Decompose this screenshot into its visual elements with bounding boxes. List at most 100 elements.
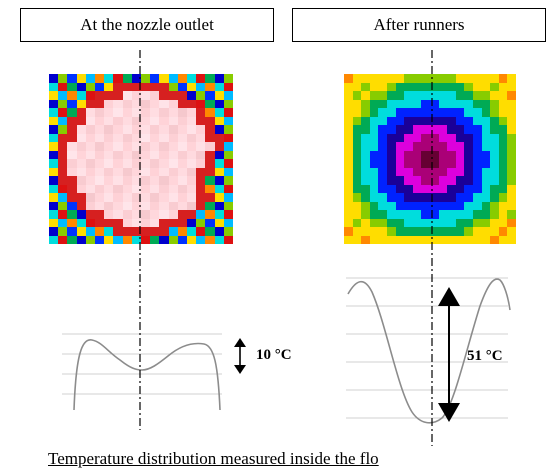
heatmap-cell [455, 99, 465, 108]
heatmap-cell [352, 227, 362, 236]
heatmap-cell [113, 116, 123, 125]
heatmap-cell [49, 184, 59, 193]
heatmap-cell [205, 184, 215, 193]
heatmap-cell [498, 218, 508, 227]
heatmap-cell [378, 218, 387, 227]
heatmap-cell [113, 159, 123, 168]
heatmap-cell [498, 150, 508, 159]
heatmap-cell [159, 193, 169, 202]
heatmap-cell [395, 227, 405, 236]
heatmap-cell [369, 116, 379, 125]
heatmap-cell [196, 159, 206, 168]
heatmap-cell [104, 82, 114, 91]
heatmap-cell [49, 82, 59, 91]
heatmap-cell [412, 142, 422, 151]
heatmap-cell [498, 99, 508, 108]
heatmap-cell [395, 133, 405, 142]
heatmap-cell [438, 108, 448, 117]
heatmap-cell [140, 227, 151, 236]
heatmap-cell [67, 108, 77, 117]
heatmap-cell [490, 133, 499, 142]
heatmap-cell [49, 201, 59, 210]
heatmap-cell [113, 108, 123, 117]
heatmap-cell [369, 176, 379, 185]
heatmap-cell [404, 108, 413, 117]
heatmap-cell [186, 201, 197, 210]
heatmap-cell [455, 235, 465, 244]
heatmap-cell [421, 74, 430, 83]
heatmap-cell [177, 167, 187, 176]
heatmap-cell [94, 218, 105, 227]
heatmap-cell [196, 82, 206, 91]
heatmap-cell [447, 125, 456, 134]
heatmap-cell [430, 125, 439, 134]
heatmap-cell [369, 74, 379, 83]
heatmap-cell [438, 142, 448, 151]
heatmap-cell [412, 125, 422, 134]
heatmap-cell [196, 235, 206, 244]
heatmap-cell [186, 99, 197, 108]
heatmap-cell [223, 142, 233, 151]
heatmap-cell [94, 193, 105, 202]
heatmap-cell [369, 227, 379, 236]
heatmap-cell [464, 108, 473, 117]
heatmap-cell [507, 133, 516, 142]
heatmap-cell [131, 91, 141, 100]
heatmap-cell [58, 125, 68, 134]
heatmap-cell [205, 167, 215, 176]
heatmap-cell [490, 159, 499, 168]
heatmap-cell [455, 201, 465, 210]
heatmap-cell [361, 201, 370, 210]
heatmap-cell [131, 74, 141, 83]
heatmap-cell [498, 133, 508, 142]
heatmap-cell [104, 167, 114, 176]
heatmap-cell [421, 210, 430, 219]
heatmap-cell [473, 159, 482, 168]
heatmap-cell [369, 193, 379, 202]
heatmap-cell [186, 235, 197, 244]
heatmap-cell [352, 150, 362, 159]
heatmap-cell [58, 133, 68, 142]
heatmap-cell [223, 218, 233, 227]
heatmap-cell [122, 142, 132, 151]
heatmap-cell [387, 82, 396, 91]
heatmap-cell [464, 184, 473, 193]
heatmap-cell [196, 193, 206, 202]
heatmap-cell [196, 142, 206, 151]
heatmap-cell [49, 142, 59, 151]
heatmap-cell [378, 227, 387, 236]
heatmap-cell [113, 235, 123, 244]
heatmap-cell [76, 235, 86, 244]
heatmap-cell [94, 235, 105, 244]
heatmap-cell [369, 159, 379, 168]
heatmap-cell [507, 193, 516, 202]
heatmap-cell [223, 235, 233, 244]
heatmap-cell [464, 74, 473, 83]
heatmap-cell [58, 193, 68, 202]
heatmap-cell [85, 133, 95, 142]
heatmap-cell [352, 201, 362, 210]
heatmap-cell [412, 235, 422, 244]
heatmap-cell [473, 133, 482, 142]
heatmap-cell [177, 74, 187, 83]
heatmap-cell [140, 235, 151, 244]
heatmap-cell [421, 99, 430, 108]
heatmap-cell [196, 108, 206, 117]
heatmap-cell [113, 210, 123, 219]
heatmap-cell [369, 99, 379, 108]
heatmap-cell [85, 74, 95, 83]
heatmap-cell [104, 184, 114, 193]
heatmap-cell [140, 74, 151, 83]
heatmap-cell [490, 74, 499, 83]
heatmap-cell [94, 176, 105, 185]
heatmap-cell [344, 159, 353, 168]
heatmap-cell [438, 74, 448, 83]
heatmap-cell [223, 99, 233, 108]
heatmap-cell [455, 218, 465, 227]
heatmap-cell [464, 133, 473, 142]
heatmap-cell [404, 210, 413, 219]
heatmap-cell [498, 116, 508, 125]
heatmap-cell [94, 201, 105, 210]
heatmap-cell [94, 99, 105, 108]
heatmap-cell [404, 167, 413, 176]
